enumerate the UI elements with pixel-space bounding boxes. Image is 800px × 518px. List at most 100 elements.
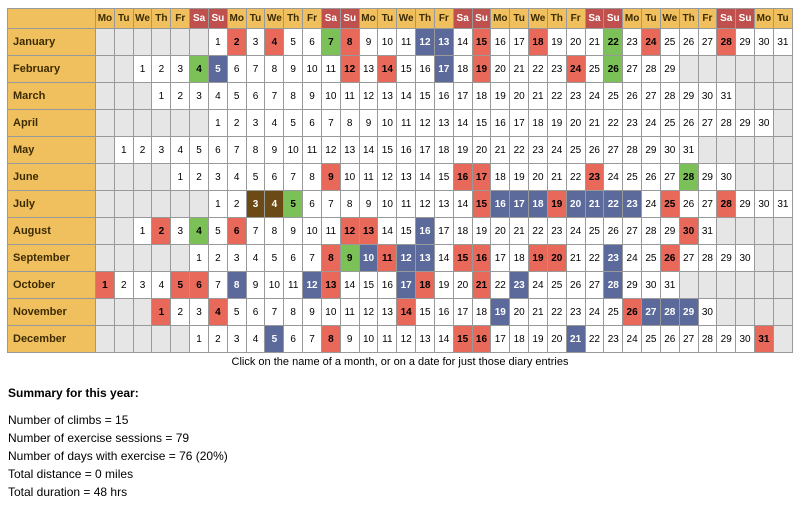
date-cell-june-27[interactable]: 27 [659,163,680,191]
date-cell-june-14[interactable]: 14 [415,163,435,191]
date-cell-march-28[interactable]: 28 [659,82,680,110]
date-cell-september-27[interactable]: 27 [678,244,699,272]
date-cell-april-18[interactable]: 18 [528,109,548,137]
date-cell-april-27[interactable]: 27 [697,109,718,137]
date-cell-october-16[interactable]: 16 [377,271,398,299]
date-cell-may-8[interactable]: 8 [245,136,266,164]
date-cell-april-2[interactable]: 2 [226,109,247,137]
date-cell-may-27[interactable]: 27 [603,136,624,164]
date-cell-october-20[interactable]: 20 [452,271,473,299]
date-cell-april-20[interactable]: 20 [565,109,586,137]
date-cell-november-6[interactable]: 6 [245,298,266,326]
date-cell-november-4[interactable]: 4 [207,298,228,326]
date-cell-february-12[interactable]: 12 [339,55,360,83]
date-cell-august-6[interactable]: 6 [226,217,247,245]
date-cell-june-3[interactable]: 3 [207,163,228,191]
date-cell-december-3[interactable]: 3 [226,325,247,353]
date-cell-november-16[interactable]: 16 [433,298,454,326]
date-cell-december-7[interactable]: 7 [302,325,322,353]
date-cell-september-17[interactable]: 17 [490,244,511,272]
date-cell-april-15[interactable]: 15 [471,109,492,137]
date-cell-april-24[interactable]: 24 [641,109,661,137]
date-cell-february-25[interactable]: 25 [584,55,605,83]
date-cell-august-17[interactable]: 17 [433,217,454,245]
date-cell-june-6[interactable]: 6 [264,163,285,191]
date-cell-october-1[interactable]: 1 [95,271,115,299]
date-cell-october-7[interactable]: 7 [207,271,228,299]
date-cell-august-21[interactable]: 21 [509,217,530,245]
date-cell-october-25[interactable]: 25 [546,271,567,299]
date-cell-september-4[interactable]: 4 [245,244,266,272]
date-cell-september-19[interactable]: 19 [528,244,548,272]
date-cell-july-31[interactable]: 31 [772,190,794,218]
date-cell-january-22[interactable]: 22 [603,28,624,56]
date-cell-february-17[interactable]: 17 [433,55,454,83]
date-cell-december-11[interactable]: 11 [377,325,398,353]
date-cell-march-9[interactable]: 9 [302,82,322,110]
date-cell-january-6[interactable]: 6 [302,28,322,56]
date-cell-june-7[interactable]: 7 [283,163,304,191]
date-cell-april-28[interactable]: 28 [716,109,737,137]
date-cell-march-29[interactable]: 29 [678,82,699,110]
date-cell-december-17[interactable]: 17 [490,325,511,353]
date-cell-march-30[interactable]: 30 [697,82,718,110]
date-cell-august-10[interactable]: 10 [302,217,322,245]
date-cell-november-24[interactable]: 24 [584,298,605,326]
date-cell-august-13[interactable]: 13 [358,217,379,245]
date-cell-may-11[interactable]: 11 [302,136,322,164]
date-cell-march-26[interactable]: 26 [622,82,643,110]
date-cell-october-26[interactable]: 26 [565,271,586,299]
date-cell-february-29[interactable]: 29 [659,55,680,83]
date-cell-may-10[interactable]: 10 [283,136,304,164]
date-cell-february-2[interactable]: 2 [151,55,172,83]
date-cell-january-4[interactable]: 4 [264,28,285,56]
date-cell-march-19[interactable]: 19 [490,82,511,110]
date-cell-january-15[interactable]: 15 [471,28,492,56]
date-cell-february-8[interactable]: 8 [264,55,285,83]
date-cell-june-10[interactable]: 10 [339,163,360,191]
date-cell-december-28[interactable]: 28 [697,325,718,353]
date-cell-november-21[interactable]: 21 [528,298,548,326]
date-cell-june-2[interactable]: 2 [189,163,209,191]
date-cell-september-16[interactable]: 16 [471,244,492,272]
date-cell-september-2[interactable]: 2 [207,244,228,272]
date-cell-june-11[interactable]: 11 [358,163,379,191]
date-cell-february-1[interactable]: 1 [132,55,153,83]
date-cell-january-24[interactable]: 24 [641,28,661,56]
date-cell-april-22[interactable]: 22 [603,109,624,137]
date-cell-september-23[interactable]: 23 [603,244,624,272]
date-cell-january-8[interactable]: 8 [339,28,360,56]
date-cell-july-12[interactable]: 12 [415,190,435,218]
date-cell-november-29[interactable]: 29 [678,298,699,326]
date-cell-march-4[interactable]: 4 [207,82,228,110]
date-cell-march-23[interactable]: 23 [565,82,586,110]
date-cell-october-31[interactable]: 31 [659,271,680,299]
date-cell-may-30[interactable]: 30 [659,136,680,164]
date-cell-november-27[interactable]: 27 [641,298,661,326]
month-link-september[interactable]: September [7,244,96,272]
date-cell-june-9[interactable]: 9 [320,163,341,191]
date-cell-july-22[interactable]: 22 [603,190,624,218]
date-cell-july-2[interactable]: 2 [226,190,247,218]
date-cell-december-27[interactable]: 27 [678,325,699,353]
date-cell-april-5[interactable]: 5 [283,109,304,137]
date-cell-may-2[interactable]: 2 [132,136,153,164]
date-cell-july-24[interactable]: 24 [641,190,661,218]
date-cell-may-9[interactable]: 9 [264,136,285,164]
date-cell-april-29[interactable]: 29 [735,109,755,137]
date-cell-march-8[interactable]: 8 [283,82,304,110]
date-cell-july-25[interactable]: 25 [659,190,680,218]
date-cell-february-10[interactable]: 10 [302,55,322,83]
date-cell-august-19[interactable]: 19 [471,217,492,245]
date-cell-july-27[interactable]: 27 [697,190,718,218]
date-cell-november-15[interactable]: 15 [415,298,435,326]
date-cell-june-16[interactable]: 16 [452,163,473,191]
date-cell-december-30[interactable]: 30 [735,325,755,353]
date-cell-june-19[interactable]: 19 [509,163,530,191]
date-cell-april-21[interactable]: 21 [584,109,605,137]
date-cell-august-8[interactable]: 8 [264,217,285,245]
date-cell-october-23[interactable]: 23 [509,271,530,299]
date-cell-february-18[interactable]: 18 [452,55,473,83]
date-cell-may-7[interactable]: 7 [226,136,247,164]
date-cell-october-6[interactable]: 6 [189,271,209,299]
